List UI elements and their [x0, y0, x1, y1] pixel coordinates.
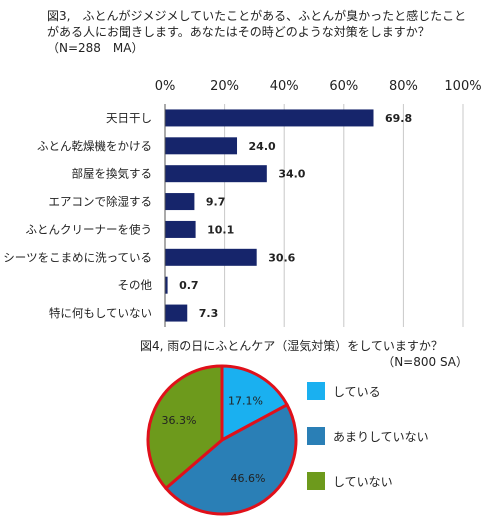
- legend-label-shiteinai: していない: [333, 474, 393, 489]
- slice-label: 36.3%: [161, 414, 196, 427]
- bar: [165, 304, 188, 322]
- value-label: 0.7: [179, 279, 199, 292]
- x-tick-label: 20%: [210, 79, 239, 94]
- legend-item-shiteinai: していない: [307, 471, 429, 491]
- bar: [165, 248, 257, 266]
- bar: [165, 137, 238, 155]
- legend-swatch-shiteiru: [307, 382, 325, 400]
- value-label: 10.1: [207, 223, 234, 236]
- pie-slice: [164, 403, 298, 516]
- value-label: 7.3: [199, 307, 219, 320]
- bar: [165, 276, 168, 294]
- bar: [165, 193, 195, 211]
- pie-chart-subtitle: （N=800 SA）: [382, 355, 468, 369]
- category-label: ふとんクリーナーを使う: [26, 222, 153, 236]
- category-label: 天日干し: [106, 111, 152, 125]
- slice-label: 17.1%: [228, 395, 263, 408]
- value-label: 24.0: [249, 140, 276, 153]
- pie-chart-title: 図4, 雨の日にふとんケア（湿気対策）をしていますか？: [140, 339, 443, 353]
- value-label: 9.7: [206, 196, 226, 209]
- legend-item-shiteiru: している: [307, 381, 429, 401]
- legend-item-amari: あまりしていない: [307, 426, 429, 446]
- category-label: シーツをこまめに洗っている: [3, 250, 152, 264]
- bar-chart: 0% 20% 40% 60% 80% 100% 天日干し 69.8 ふとん乾燥機をかける 24.0…: [3, 79, 482, 327]
- bar: [165, 109, 374, 127]
- slice-label: 46.6%: [231, 472, 266, 485]
- category-label: エアコンで除湿する: [49, 195, 153, 209]
- x-tick-label: 80%: [389, 79, 418, 94]
- value-label: 69.8: [385, 112, 412, 125]
- value-label: 30.6: [268, 251, 295, 264]
- category-label: ふとん乾燥機をかける: [37, 139, 152, 153]
- x-tick-label: 40%: [270, 79, 299, 94]
- category-label: 部屋を換気する: [72, 167, 153, 181]
- bar: [165, 165, 267, 183]
- bar-chart-title: 図3, ふとんがジメジメしていたことがある、ふとんが臭かったと感じたことがある人…: [47, 9, 467, 55]
- pie-chart: 17.1% 46.6% 36.3%: [146, 364, 298, 516]
- legend-label-amari: あまりしていない: [333, 429, 429, 444]
- x-tick-label: 0%: [155, 79, 176, 94]
- pie-legend: している あまりしていない していない: [307, 381, 429, 516]
- pie-slice: [146, 364, 224, 490]
- legend-swatch-shiteinai: [307, 472, 325, 490]
- bar: [165, 220, 196, 238]
- category-label: その他: [118, 278, 153, 292]
- legend-label-shiteiru: している: [333, 384, 381, 399]
- x-tick-label: 100%: [444, 79, 481, 94]
- pie-slice: [220, 364, 289, 442]
- x-tick-label: 60%: [329, 79, 358, 94]
- value-label: 34.0: [278, 168, 305, 181]
- legend-swatch-amari: [307, 427, 325, 445]
- pie-chart-title-block: 図4, 雨の日にふとんケア（湿気対策）をしていますか？ （N=800 SA）: [140, 338, 480, 370]
- category-label: 特に何もしていない: [49, 306, 152, 320]
